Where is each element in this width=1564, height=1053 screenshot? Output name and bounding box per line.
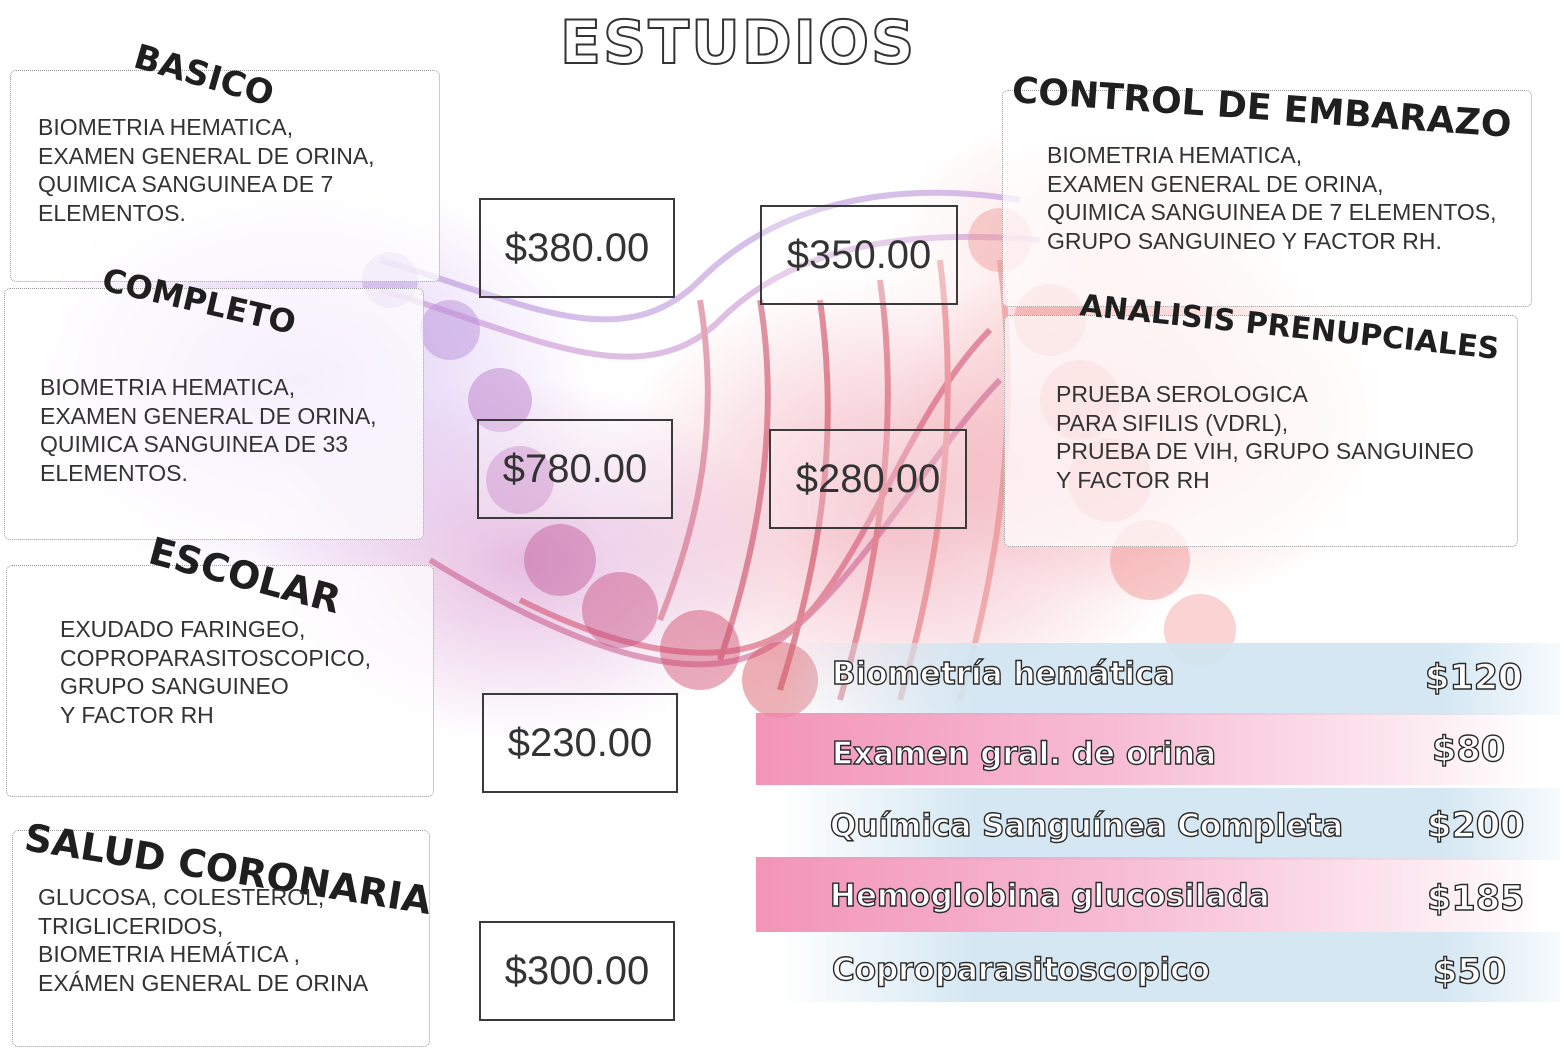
panel-completo — [4, 288, 424, 540]
price-basico: $380.00 — [479, 198, 675, 298]
test-price: $185 — [1426, 878, 1525, 919]
section-description-analisis-prenupciales: PRUEBA SEROLOGICA PARA SIFILIS (VDRL), P… — [1056, 381, 1474, 493]
test-price: $120 — [1424, 657, 1523, 698]
test-name: Examen gral. de orina — [831, 735, 1217, 772]
price-escolar: $230.00 — [482, 693, 678, 793]
panel-salud-coronaria — [12, 830, 430, 1047]
price-control-embarazo: $350.00 — [760, 205, 958, 305]
table-row-band — [780, 643, 1560, 715]
table-row-band — [780, 788, 1560, 860]
table-row-band — [780, 932, 1560, 1002]
panel-escolar — [6, 565, 434, 797]
table-row-band — [756, 857, 1546, 932]
panel-basico — [10, 70, 440, 282]
test-name: Química Sanguínea Completa — [829, 807, 1343, 844]
panel-control-embarazo — [1002, 90, 1532, 307]
page-title: ESTUDIOS — [559, 7, 917, 79]
section-description-control-embarazo: BIOMETRIA HEMATICA, EXAMEN GENERAL DE OR… — [1047, 142, 1497, 254]
test-name: Biometría hemática — [831, 655, 1175, 692]
section-description-basico: BIOMETRIA HEMATICA, EXAMEN GENERAL DE OR… — [38, 114, 375, 226]
test-price: $50 — [1432, 951, 1507, 992]
panel-analisis-prenupciales — [1004, 315, 1518, 547]
price-completo: $780.00 — [477, 419, 673, 519]
section-description-completo: BIOMETRIA HEMATICA, EXAMEN GENERAL DE OR… — [40, 374, 377, 486]
price-analisis-prenupciales: $280.00 — [769, 429, 967, 529]
section-description-escolar: EXUDADO FARINGEO, COPROPARASITOSCOPICO, … — [60, 616, 371, 728]
price-salud-coronaria: $300.00 — [479, 921, 675, 1021]
test-name: Hemoglobina glucosilada — [829, 877, 1270, 914]
test-price: $200 — [1426, 805, 1525, 846]
test-name: Coproparasitoscopico — [831, 951, 1210, 988]
test-price: $80 — [1431, 729, 1506, 770]
section-description-salud-coronaria: GLUCOSA, COLESTEROL, TRIGLICERIDOS, BIOM… — [38, 884, 369, 996]
table-row-band — [756, 713, 1536, 785]
